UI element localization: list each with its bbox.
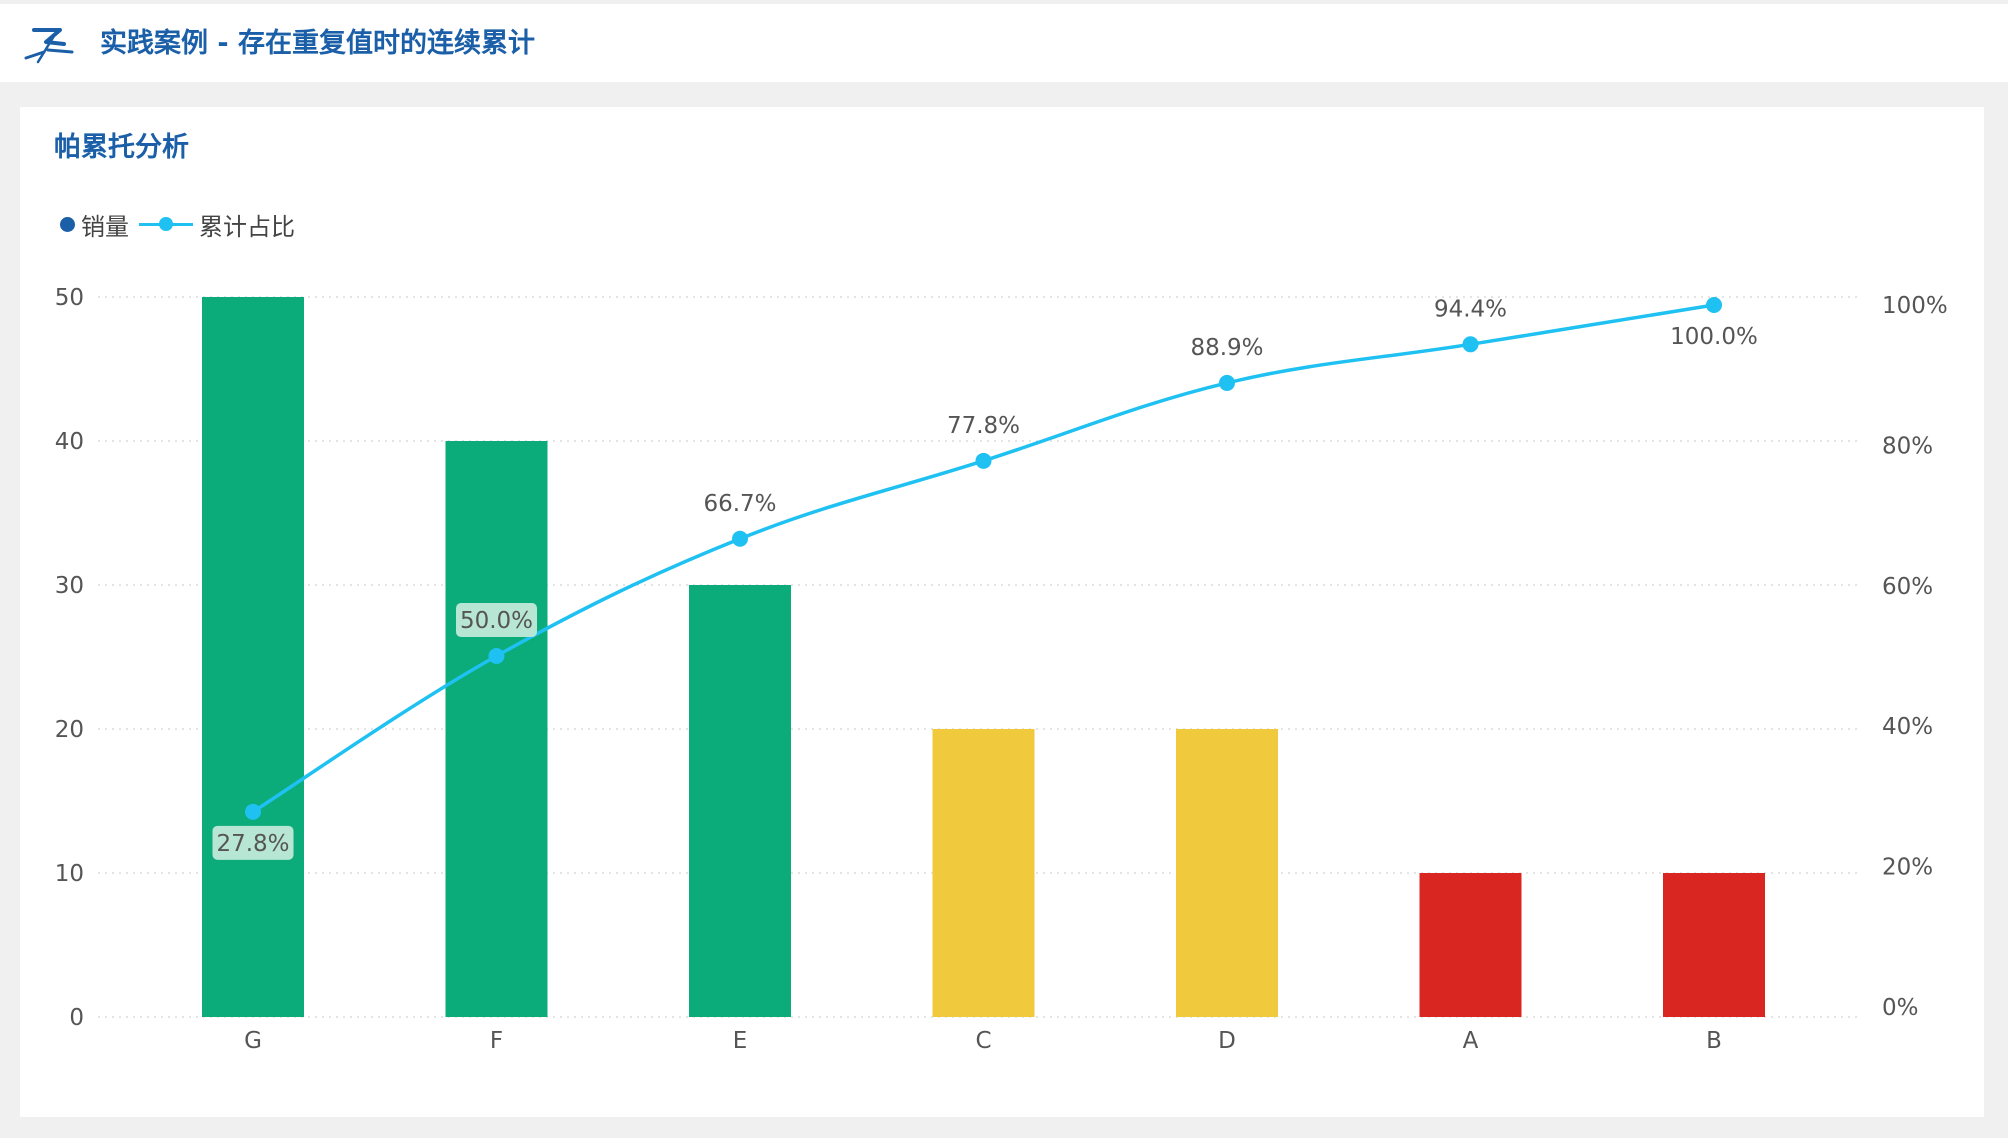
y-right-tick-label: 40% <box>1882 714 1933 740</box>
cumulative-point <box>1706 297 1722 313</box>
cumulative-point <box>975 452 992 469</box>
x-tick-label: F <box>490 1028 503 1054</box>
x-tick-label: A <box>1463 1028 1479 1054</box>
data-label: 66.7% <box>703 491 776 517</box>
bar-G <box>202 297 304 1017</box>
y-left-tick-label: 50 <box>55 285 84 311</box>
y-right-tick-label: 80% <box>1882 433 1933 459</box>
pareto-card: 帕累托分析 销量 累计占比 0 10 20 30 40 50 0% 20% 40% 60% 80% 1… <box>20 107 1984 1117</box>
legend-line-label: 累计占比 <box>199 212 295 241</box>
data-label: 88.9% <box>1190 335 1263 361</box>
cumulative-point <box>1462 336 1479 353</box>
bar-legend-dot-icon <box>60 216 75 232</box>
cumulative-point <box>488 648 505 664</box>
bar-C <box>932 729 1035 1017</box>
bar-A <box>1419 873 1522 1017</box>
chart-legend[interactable]: 销量 累计占比 <box>60 207 295 241</box>
cumulative-point <box>732 530 748 547</box>
data-label-highlight <box>456 603 537 637</box>
cumulative-point <box>245 803 261 820</box>
y-left-tick-label: 20 <box>55 717 84 743</box>
y-right-tick-label: 60% <box>1882 574 1933 600</box>
bar-D <box>1176 729 1278 1017</box>
bar-B <box>1663 873 1765 1017</box>
x-tick-label: E <box>733 1028 748 1054</box>
y-right-tick-label: 100% <box>1882 293 1948 319</box>
page-title: 实践案例 - 存在重复值时的连续累计 <box>100 28 536 59</box>
data-label: 50.0% <box>460 608 533 634</box>
y-left-tick-label: 10 <box>55 861 84 887</box>
bar-E <box>689 585 791 1017</box>
data-label: 77.8% <box>947 413 1020 439</box>
x-tick-label: B <box>1706 1028 1722 1054</box>
x-tick-label: G <box>244 1028 262 1054</box>
cumulative-point <box>1219 374 1235 391</box>
data-label: 27.8% <box>216 831 289 857</box>
y-left-tick-label: 30 <box>55 573 84 599</box>
data-label: 100.0% <box>1670 324 1758 350</box>
data-label-highlight <box>212 825 294 860</box>
line-legend-marker-icon <box>139 214 193 234</box>
legend-bar-label: 销量 <box>81 212 129 241</box>
logo-icon <box>24 28 74 64</box>
report-header: 实践案例 - 存在重复值时的连续累计 <box>0 4 2008 82</box>
pareto-chart: 0 10 20 30 40 50 0% 20% 40% 60% 80% 100% G F E C D A B 27.8… <box>55 285 1948 1054</box>
bar-F <box>445 441 548 1017</box>
y-right-tick-label: 0% <box>1882 995 1919 1021</box>
data-label: 94.4% <box>1434 296 1507 322</box>
x-tick-label: C <box>975 1028 991 1054</box>
chart-title: 帕累托分析 <box>54 132 189 163</box>
y-left-tick-label: 0 <box>69 1005 84 1031</box>
y-right-tick-label: 20% <box>1882 855 1933 881</box>
y-left-tick-label: 40 <box>55 429 84 455</box>
x-tick-label: D <box>1218 1028 1236 1054</box>
